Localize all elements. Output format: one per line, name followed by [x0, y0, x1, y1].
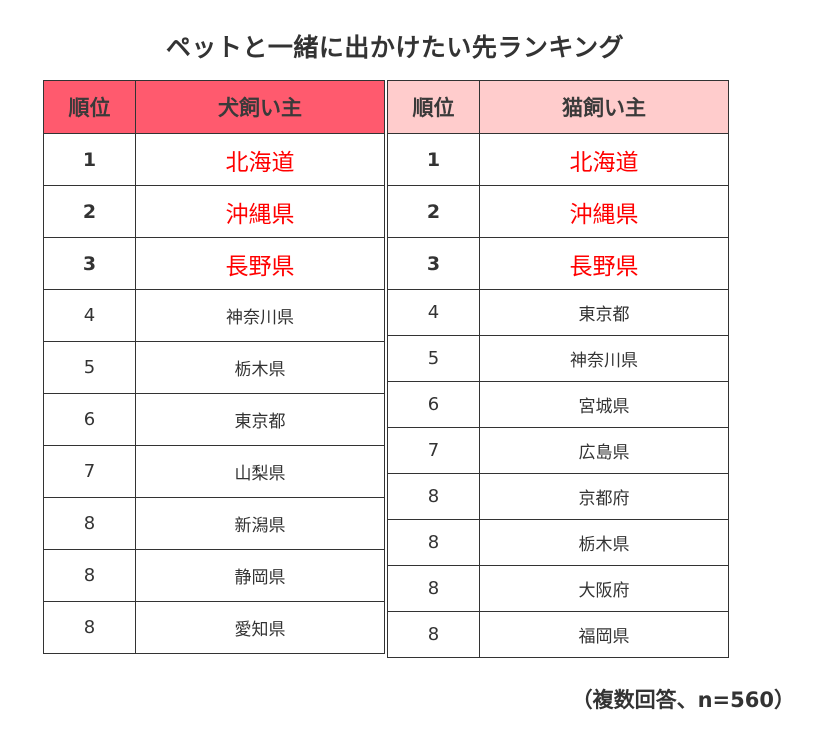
table-row: 8 京都府	[387, 473, 729, 520]
table-row: 1 北海道	[43, 133, 385, 186]
rank-cell: 8	[43, 497, 136, 550]
place-cell: 山梨県	[135, 445, 385, 498]
rank-cell: 5	[43, 341, 136, 394]
table-row: 5 栃木県	[43, 341, 385, 394]
place-cell: 長野県	[479, 237, 729, 290]
rank-cell: 1	[43, 133, 136, 186]
table-row: 7 山梨県	[43, 445, 385, 498]
table-row: 8 栃木県	[387, 519, 729, 566]
place-cell: 北海道	[135, 133, 385, 186]
place-cell: 広島県	[479, 427, 729, 474]
rank-cell: 1	[387, 133, 480, 186]
place-cell: 栃木県	[479, 519, 729, 566]
rank-cell: 6	[387, 381, 480, 428]
table-row: 7 広島県	[387, 427, 729, 474]
table-row: 6 東京都	[43, 393, 385, 446]
rank-cell: 8	[43, 549, 136, 602]
place-cell: 沖縄県	[479, 185, 729, 238]
rank-cell: 4	[43, 289, 136, 342]
rank-cell: 7	[43, 445, 136, 498]
cat-owner-ranking-table: 順位 猫飼い主 1 北海道 2 沖縄県 3 長野県 4 東京都 5 神奈川県 6 宮城県 7…	[387, 80, 729, 658]
table-header-row: 順位 猫飼い主	[387, 80, 729, 134]
place-cell: 新潟県	[135, 497, 385, 550]
place-cell: 沖縄県	[135, 185, 385, 238]
rank-cell: 8	[387, 611, 480, 658]
cat-owner-header: 猫飼い主	[479, 80, 729, 134]
place-cell: 宮城県	[479, 381, 729, 428]
rank-cell: 5	[387, 335, 480, 382]
table-row: 3 長野県	[43, 237, 385, 290]
table-row: 1 北海道	[387, 133, 729, 186]
footnote: （複数回答、n=560）	[571, 688, 795, 712]
place-cell: 栃木県	[135, 341, 385, 394]
table-row: 8 新潟県	[43, 497, 385, 550]
place-cell: 大阪府	[479, 565, 729, 612]
table-row: 5 神奈川県	[387, 335, 729, 382]
place-cell: 愛知県	[135, 601, 385, 654]
table-row: 8 大阪府	[387, 565, 729, 612]
dog-owner-header: 犬飼い主	[135, 80, 385, 134]
table-row: 8 愛知県	[43, 601, 385, 654]
page-title: ペットと一緒に出かけたい先ランキング	[165, 33, 625, 62]
table-row: 2 沖縄県	[43, 185, 385, 238]
place-cell: 京都府	[479, 473, 729, 520]
place-cell: 北海道	[479, 133, 729, 186]
rank-cell: 2	[387, 185, 480, 238]
rank-cell: 8	[387, 565, 480, 612]
rank-cell: 7	[387, 427, 480, 474]
place-cell: 福岡県	[479, 611, 729, 658]
rank-header: 順位	[43, 80, 136, 134]
rank-cell: 3	[387, 237, 480, 290]
table-row: 6 宮城県	[387, 381, 729, 428]
table-row: 3 長野県	[387, 237, 729, 290]
place-cell: 東京都	[135, 393, 385, 446]
rank-cell: 3	[43, 237, 136, 290]
table-row: 4 東京都	[387, 289, 729, 336]
place-cell: 長野県	[135, 237, 385, 290]
rank-header: 順位	[387, 80, 480, 134]
table-row: 4 神奈川県	[43, 289, 385, 342]
rank-cell: 6	[43, 393, 136, 446]
rank-cell: 2	[43, 185, 136, 238]
place-cell: 神奈川県	[479, 335, 729, 382]
rank-cell: 8	[387, 519, 480, 566]
dog-owner-ranking-table: 順位 犬飼い主 1 北海道 2 沖縄県 3 長野県 4 神奈川県 5 栃木県 6 東京都 7…	[43, 80, 385, 654]
place-cell: 神奈川県	[135, 289, 385, 342]
rank-cell: 4	[387, 289, 480, 336]
place-cell: 静岡県	[135, 549, 385, 602]
rank-cell: 8	[43, 601, 136, 654]
table-row: 2 沖縄県	[387, 185, 729, 238]
table-row: 8 福岡県	[387, 611, 729, 658]
table-row: 8 静岡県	[43, 549, 385, 602]
table-header-row: 順位 犬飼い主	[43, 80, 385, 134]
rank-cell: 8	[387, 473, 480, 520]
place-cell: 東京都	[479, 289, 729, 336]
